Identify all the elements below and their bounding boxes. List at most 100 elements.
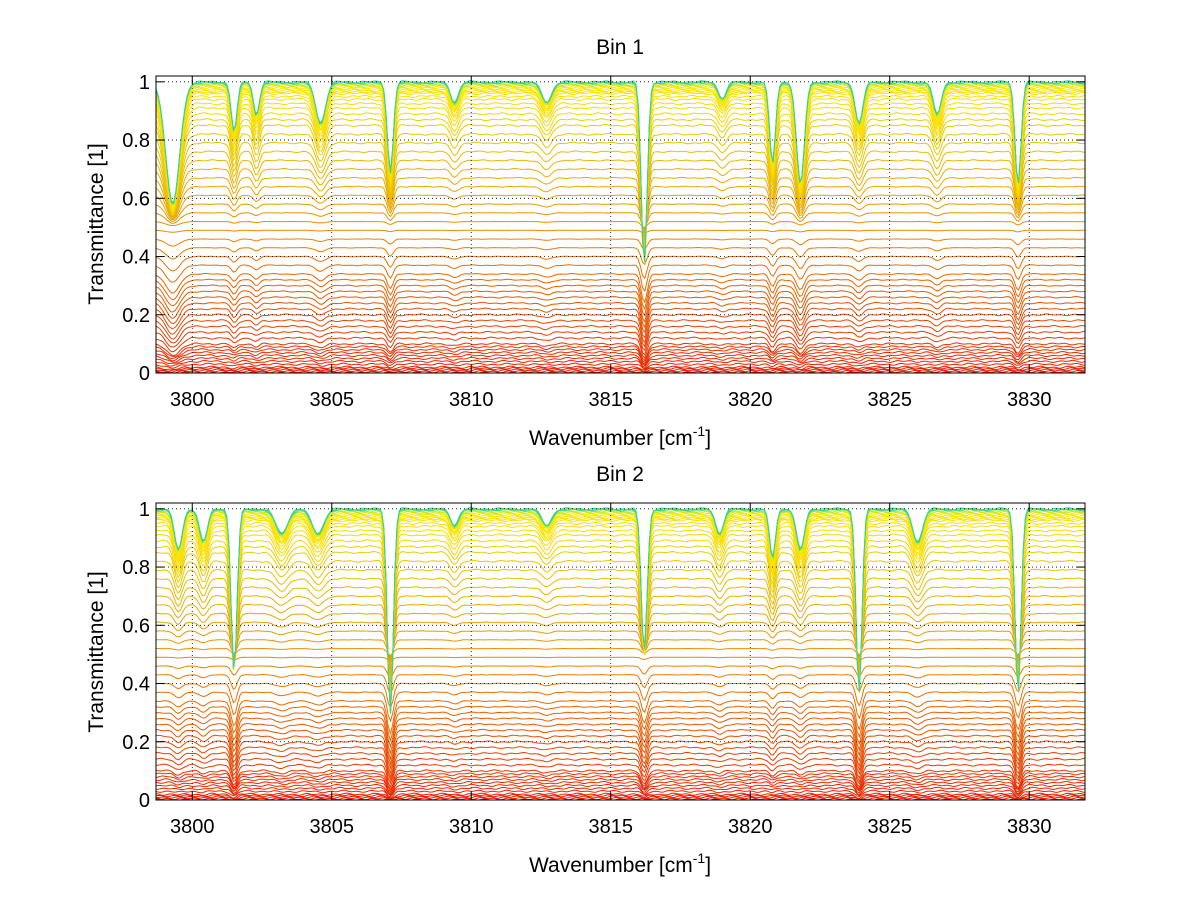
series-line <box>155 586 1086 681</box>
series-line <box>155 203 1086 231</box>
subplot-bin-2: Bin 2 3800 3805 3810 3815 3820 3825 3830 0 0.2 0.… <box>85 463 1086 877</box>
x-axis-label: Wavenumber [cm-1] <box>529 850 711 877</box>
x-tick-label: 3825 <box>867 816 912 838</box>
series-line <box>155 524 1086 712</box>
series-line <box>155 348 1086 366</box>
series-line <box>155 324 1086 352</box>
plot-area-frame <box>155 502 1086 801</box>
series-line <box>155 238 1086 251</box>
series-line <box>155 789 1086 800</box>
series-line <box>155 80 1086 263</box>
series-line <box>156 639 1086 659</box>
series-line <box>155 368 1086 373</box>
plot-area-frame <box>155 75 1086 374</box>
series-line <box>155 194 1086 233</box>
series-line <box>155 118 1086 258</box>
series-line <box>155 220 1085 229</box>
chart-title: Bin 2 <box>596 463 644 486</box>
series-line <box>155 81 1086 262</box>
x-tick-label: 3810 <box>449 389 494 411</box>
series-line <box>155 777 1086 796</box>
series-line <box>155 336 1086 360</box>
y-tick-label: 0.6 <box>122 188 150 210</box>
x-tick-label: 3810 <box>449 816 494 838</box>
y-tick-label: 0.8 <box>122 130 150 152</box>
x-axis-label: Wavenumber [cm-1] <box>529 423 711 450</box>
series-line <box>155 722 1086 762</box>
series-line <box>155 272 1086 304</box>
series-line <box>155 795 1086 800</box>
series-line <box>155 507 1086 713</box>
y-tick-label: 0.2 <box>122 305 150 327</box>
series-line <box>155 621 1086 663</box>
series-layer <box>155 507 1086 801</box>
y-tick-label: 0.8 <box>122 557 150 579</box>
subplot-bin-1: Bin 1 3800 3805 3810 3815 3820 3825 3830 0 0.2 0.… <box>85 36 1086 450</box>
series-layer <box>155 80 1086 374</box>
x-tick-label: 3800 <box>170 389 215 411</box>
series-line <box>155 366 1085 372</box>
series-line <box>155 123 1086 256</box>
series-line <box>155 229 1085 234</box>
x-tick-label: 3825 <box>867 389 912 411</box>
series-line <box>155 751 1086 782</box>
series-line <box>155 290 1086 324</box>
series-line <box>156 656 1085 662</box>
y-tick-label: 1 <box>139 72 150 94</box>
series-line <box>155 529 1086 711</box>
series-line <box>155 786 1086 798</box>
series-line <box>155 717 1086 756</box>
x-tick-label: 3815 <box>588 389 633 411</box>
series-line <box>155 295 1086 329</box>
series-line <box>155 734 1086 770</box>
series-line <box>155 757 1086 785</box>
series-line <box>155 508 1086 714</box>
series-line <box>155 509 1086 713</box>
series-line <box>155 612 1086 667</box>
x-tick-label: 3800 <box>170 816 215 838</box>
y-tick-label: 0 <box>139 790 150 812</box>
series-line <box>155 772 1086 792</box>
y-tick-label: 0.2 <box>122 732 150 754</box>
series-line <box>155 141 1086 250</box>
ticks-layer: 3800 3805 3810 3815 3820 3825 3830 0 0.2 0.4 0.6 0.… <box>122 72 1085 411</box>
series-line <box>155 792 1086 800</box>
y-tick-label: 0.6 <box>122 615 150 637</box>
series-line <box>155 97 1086 264</box>
series-line <box>155 630 1086 662</box>
series-line <box>155 212 1086 230</box>
x-tick-label: 3830 <box>1007 816 1052 838</box>
y-axis-label: Transmittance [1] <box>85 143 108 304</box>
x-tick-label: 3805 <box>310 389 355 411</box>
series-line <box>155 550 1086 701</box>
series-line <box>155 82 1086 262</box>
series-line <box>155 359 1086 370</box>
series-line <box>155 102 1086 262</box>
series-line <box>155 353 1086 367</box>
series-line <box>155 185 1086 236</box>
series-line <box>155 515 1086 713</box>
series-line <box>155 539 1086 707</box>
series-line <box>155 176 1086 237</box>
series-line <box>155 746 1086 779</box>
series-line <box>155 711 1086 749</box>
series-line <box>155 783 1086 797</box>
y-tick-label: 0.4 <box>122 247 150 269</box>
series-line <box>155 350 1086 366</box>
series-line <box>155 665 1086 679</box>
series-line <box>155 356 1086 368</box>
series-line <box>155 577 1086 687</box>
y-axis-label: Transmittance [1] <box>85 571 108 732</box>
series-line <box>155 793 1085 801</box>
series-line <box>155 94 1086 264</box>
series-line <box>155 780 1086 796</box>
series-line <box>155 301 1086 334</box>
y-tick-label: 0.4 <box>122 674 150 696</box>
series-line <box>155 319 1086 348</box>
x-tick-label: 3815 <box>588 816 633 838</box>
series-line <box>155 342 1086 362</box>
series-line <box>155 594 1086 676</box>
series-line <box>155 369 1086 374</box>
chart-title: Bin 1 <box>596 36 644 59</box>
series-line <box>155 106 1085 262</box>
